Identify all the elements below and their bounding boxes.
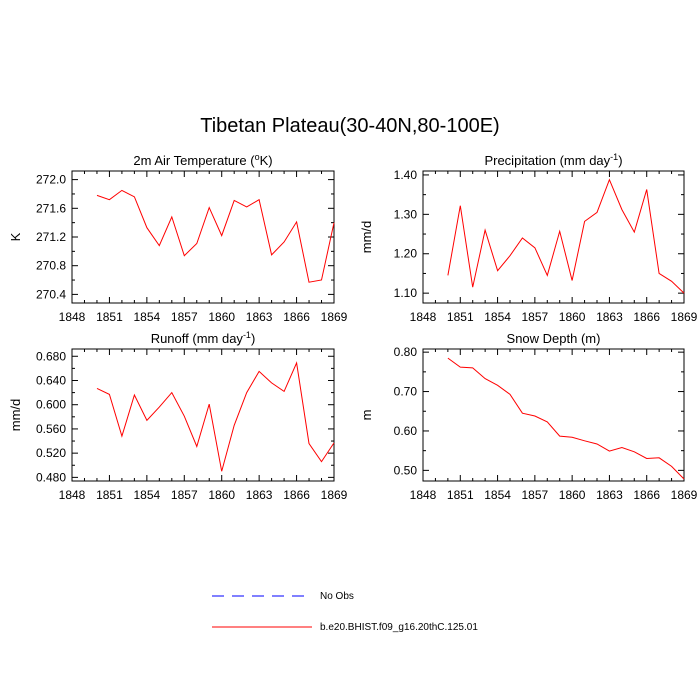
panel-title-text: Runoff (mm day [151,331,244,346]
panel-title: Runoff (mm day-1) [151,330,256,346]
x-tick-label: 1866 [283,310,310,324]
chart-panel-4: Snow Depth (m) 1848 1851 1854 1857 1860 1863 18… [359,331,698,502]
legend-model-swatch [212,626,312,628]
panel-title-suffix: ) [251,331,255,346]
x-tick-label: 1869 [671,488,698,502]
x-tick-label: 1854 [134,488,161,502]
y-tick-label: 0.70 [394,385,418,399]
x-tick-label: 1866 [283,488,310,502]
legend-obs-label: No Obs [320,591,354,602]
panel-title-superscript: -1 [610,152,618,162]
x-tick-label: 1848 [59,488,86,502]
x-tick-label: 1869 [321,488,348,502]
x-tick-label: 1863 [246,310,273,324]
y-tick-label: 270.8 [36,259,66,273]
series-line [96,189,335,283]
panel-title: Precipitation (mm day-1) [484,152,622,168]
panel-title-text: 2m Air Temperature ( [133,153,255,168]
x-tick-label: 1851 [447,310,474,324]
x-tick-label: 1860 [208,310,235,324]
panel-title-suffix: ) [618,153,622,168]
legend-model-label: b.e20.BHIST.f09_g16.20thC.125.01 [320,622,478,633]
y-tick-label: 272.0 [36,173,66,187]
chart-panel-1: 2m Air Temperature (oK) 1848 1851 1854 1857 1… [8,152,348,324]
plot-frame [71,348,335,482]
x-tick-label: 1866 [633,310,660,324]
x-tick-label: 1851 [96,488,123,502]
y-tick-label: 0.680 [36,349,66,363]
series-line [447,178,685,294]
y-tick-label: 0.560 [36,422,66,436]
y-tick-label: 0.80 [394,345,418,359]
x-tick-label: 1860 [559,488,586,502]
panel-title: 2m Air Temperature (oK) [133,152,272,168]
x-tick-label: 1857 [522,310,549,324]
y-axis-label: m [359,410,374,421]
panel-title-text: Precipitation (mm day [484,153,610,168]
x-tick-label: 1854 [484,310,511,324]
x-tick-label: 1869 [671,310,698,324]
y-tick-label: 1.20 [394,247,418,261]
y-tick-label: 270.4 [36,287,66,301]
x-tick-label: 1851 [447,488,474,502]
x-tick-label: 1860 [559,310,586,324]
y-axis-label: mm/d [359,221,374,254]
y-tick-label: 271.2 [36,230,66,244]
x-tick-label: 1848 [410,488,437,502]
plot-frame [422,348,685,482]
y-tick-label: 1.40 [394,168,418,182]
panel-title-suffix: K) [260,153,273,168]
y-tick-label: 1.10 [394,286,418,300]
plot-frame [71,170,335,304]
x-tick-label: 1857 [171,488,198,502]
y-axis-label: K [8,232,23,241]
panel-title: Snow Depth (m) [507,331,601,346]
y-tick-label: 0.50 [394,463,418,477]
x-tick-label: 1863 [596,488,623,502]
legend-obs-swatch [212,595,312,597]
x-tick-label: 1857 [171,310,198,324]
y-tick-label: 0.520 [36,446,66,460]
series-line [447,357,685,480]
y-axis-label: mm/d [8,399,23,432]
panel-title-superscript: o [255,152,260,162]
y-tick-label: 0.640 [36,373,66,387]
series-line [96,361,335,472]
chart-panel-2: Precipitation (mm day-1) 1848 1851 1854 1857… [359,152,698,324]
x-tick-label: 1863 [596,310,623,324]
y-tick-label: 1.30 [394,207,418,221]
y-tick-label: 271.6 [36,201,66,215]
x-tick-label: 1860 [208,488,235,502]
y-tick-label: 0.480 [36,470,66,484]
x-tick-label: 1857 [522,488,549,502]
panel-title-text: Snow Depth (m) [507,331,601,346]
figure-title: Tibetan Plateau(30-40N,80-100E) [200,115,500,137]
x-tick-label: 1854 [484,488,511,502]
x-tick-label: 1851 [96,310,123,324]
x-tick-label: 1866 [633,488,660,502]
plot-frame [422,170,685,304]
panel-title-superscript: -1 [243,330,251,340]
x-tick-label: 1848 [59,310,86,324]
x-tick-label: 1863 [246,488,273,502]
x-tick-label: 1854 [134,310,161,324]
y-tick-label: 0.600 [36,398,66,412]
x-tick-label: 1869 [321,310,348,324]
y-tick-label: 0.60 [394,424,418,438]
chart-panel-3: Runoff (mm day-1) 1848 1851 1854 1857 1860 186… [8,330,348,502]
x-tick-label: 1848 [410,310,437,324]
